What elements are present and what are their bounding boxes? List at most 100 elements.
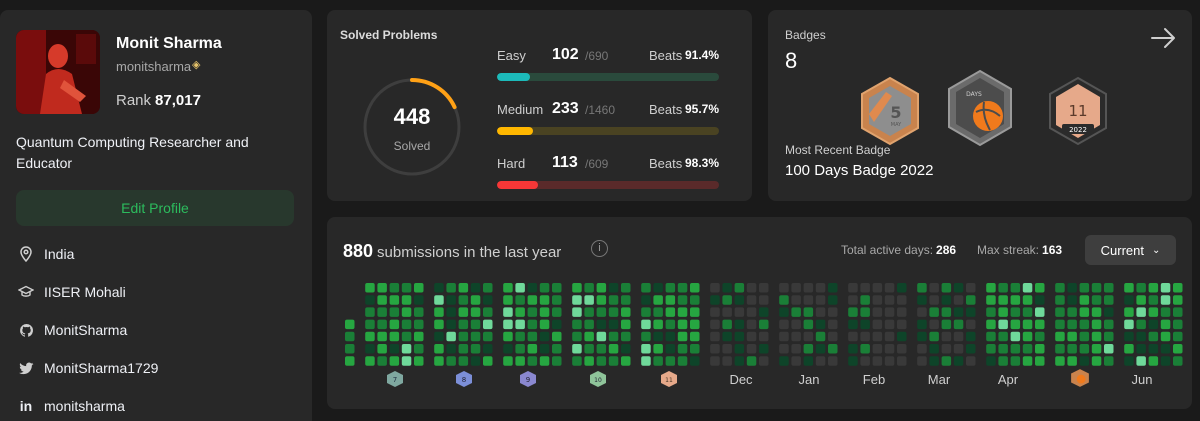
heatmap-cell[interactable] [653,344,663,354]
heatmap-cell[interactable] [665,331,676,342]
heatmap-cell[interactable] [1010,307,1021,317]
heatmap-cell[interactable] [527,295,538,305]
heatmap-cell[interactable] [803,331,814,342]
heatmap-cell[interactable] [401,344,412,354]
heatmap-cell[interactable] [1022,295,1033,305]
heatmap-cell[interactable] [446,356,456,366]
heatmap-cell[interactable] [803,319,814,330]
heatmap-cell[interactable] [1067,283,1077,293]
heatmap-cell[interactable] [998,356,1008,366]
heatmap-cell[interactable] [917,344,927,354]
heatmap-cell[interactable] [1055,331,1065,342]
heatmap-cell[interactable] [458,331,469,342]
heatmap-cell[interactable] [828,307,838,317]
heatmap-cell[interactable] [653,283,663,293]
heatmap-cell[interactable] [779,307,789,317]
heatmap-cell[interactable] [734,295,745,305]
heatmap-cell[interactable] [1079,319,1090,330]
heatmap-cell[interactable] [1055,295,1065,305]
heatmap-cell[interactable] [734,319,745,330]
heatmap-cell[interactable] [1010,344,1021,354]
heatmap-cell[interactable] [1148,331,1159,342]
heatmap-cell[interactable] [665,307,676,317]
heatmap-cell[interactable] [690,307,700,317]
heatmap-cell[interactable] [860,283,870,293]
heatmap-cell[interactable] [722,283,732,293]
heatmap-cell[interactable] [665,283,676,293]
heatmap-cell[interactable] [998,331,1008,342]
heatmap-cell[interactable] [470,344,481,354]
heatmap-cell[interactable] [1035,344,1045,354]
heatmap-cell[interactable] [848,319,858,330]
heatmap-cell[interactable] [515,344,525,354]
heatmap-cell[interactable] [641,356,651,366]
heatmap-cell[interactable] [779,344,789,354]
heatmap-cell[interactable] [401,319,412,330]
heatmap-cell[interactable] [872,283,883,293]
heatmap-cell[interactable] [1124,307,1134,317]
heatmap-cell[interactable] [848,295,858,305]
heatmap-cell[interactable] [584,295,594,305]
linkedin-link[interactable]: monitsharma [44,398,125,414]
heatmap-cell[interactable] [483,331,493,342]
heatmap-cell[interactable] [389,356,400,366]
heatmap-cell[interactable] [872,319,883,330]
heatmap-cell[interactable] [596,295,607,305]
heatmap-cell[interactable] [884,319,895,330]
heatmap-cell[interactable] [897,356,907,366]
heatmap-cell[interactable] [621,307,631,317]
heatmap-cell[interactable] [1160,331,1171,342]
heatmap-cell[interactable] [953,319,964,330]
heatmap-cell[interactable] [722,344,732,354]
heatmap-cell[interactable] [446,283,456,293]
heatmap-cell[interactable] [1136,319,1146,330]
heatmap-cell[interactable] [860,319,870,330]
heatmap-cell[interactable] [665,356,676,366]
heatmap-cell[interactable] [377,344,387,354]
heatmap-cell[interactable] [1035,295,1045,305]
heatmap-cell[interactable] [677,295,688,305]
heatmap-cell[interactable] [734,356,745,366]
heatmap-cell[interactable] [389,307,400,317]
heatmap-cell[interactable] [653,307,663,317]
heatmap-cell[interactable] [584,307,594,317]
heatmap-cell[interactable] [677,319,688,330]
heatmap-cell[interactable] [734,344,745,354]
heatmap-cell[interactable] [1079,344,1090,354]
heatmap-cell[interactable] [759,283,769,293]
heatmap-cell[interactable] [653,295,663,305]
heatmap-cell[interactable] [1079,307,1090,317]
days-badge-icon[interactable]: DAYS [944,68,1016,148]
heatmap-cell[interactable] [470,295,481,305]
heatmap-cell[interactable] [608,307,619,317]
heatmap-cell[interactable] [401,356,412,366]
heatmap-cell[interactable] [552,331,562,342]
heatmap-cell[interactable] [848,331,858,342]
heatmap-cell[interactable] [527,307,538,317]
heatmap-cell[interactable] [621,331,631,342]
heatmap-cell[interactable] [872,307,883,317]
heatmap-cell[interactable] [1091,331,1102,342]
heatmap-cell[interactable] [710,331,720,342]
heatmap-cell[interactable] [446,331,456,342]
heatmap-cell[interactable] [998,319,1008,330]
heatmap-cell[interactable] [929,295,939,305]
heatmap-cell[interactable] [941,283,952,293]
heatmap-cell[interactable] [897,319,907,330]
heatmap-cell[interactable] [1160,344,1171,354]
heatmap-cell[interactable] [434,283,444,293]
heatmap-cell[interactable] [483,295,493,305]
heatmap-cell[interactable] [641,295,651,305]
heatmap-cell[interactable] [414,319,424,330]
heatmap-cell[interactable] [722,319,732,330]
heatmap-cell[interactable] [1160,307,1171,317]
heatmap-cell[interactable] [1022,307,1033,317]
heatmap-cell[interactable] [677,307,688,317]
heatmap-cell[interactable] [1022,319,1033,330]
heatmap-cell[interactable] [470,356,481,366]
heatmap-cell[interactable] [539,283,550,293]
heatmap-cell[interactable] [414,283,424,293]
heatmap-cell[interactable] [1035,331,1045,342]
heatmap-cell[interactable] [791,356,801,366]
heatmap-cell[interactable] [414,344,424,354]
